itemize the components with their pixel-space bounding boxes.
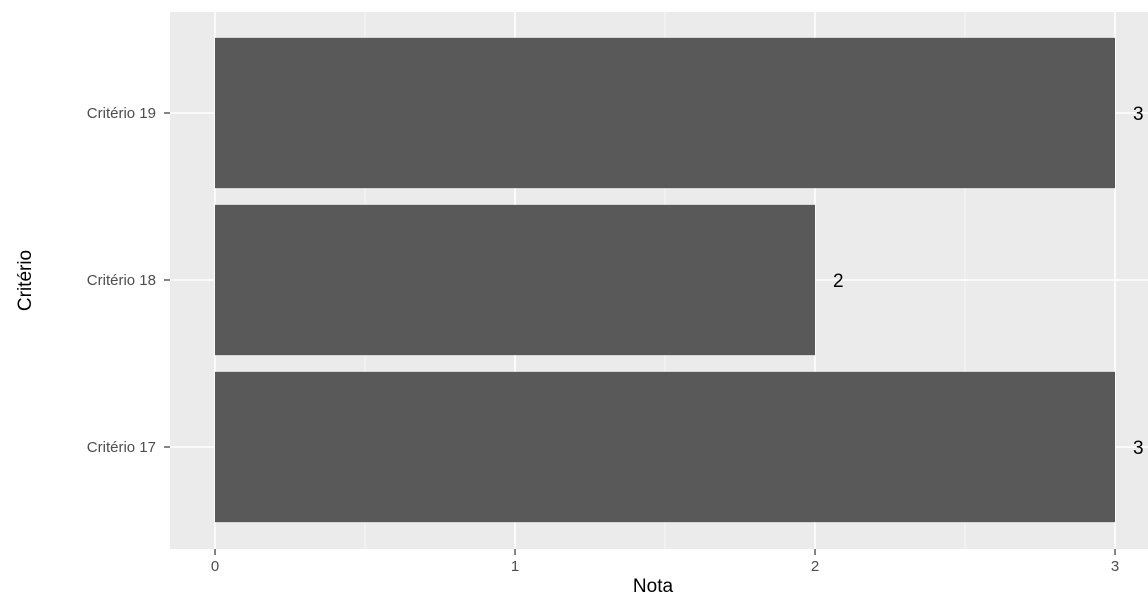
y-tick-label: Critério 18 bbox=[87, 272, 156, 289]
x-tick-label: 3 bbox=[1111, 558, 1119, 575]
data-labels: 3 2 3 bbox=[833, 104, 1144, 459]
x-tick-label: 2 bbox=[811, 558, 819, 575]
y-axis: Critério 17 Critério 18 Critério 19 bbox=[87, 105, 170, 456]
bar bbox=[215, 371, 1115, 523]
data-label: 2 bbox=[833, 271, 844, 292]
bar bbox=[215, 204, 815, 356]
bar bbox=[215, 37, 1115, 189]
data-label: 3 bbox=[1133, 104, 1144, 125]
y-axis-title: Critério bbox=[15, 250, 36, 311]
x-axis-title: Nota bbox=[633, 576, 674, 597]
data-label: 3 bbox=[1133, 438, 1144, 459]
bars bbox=[215, 37, 1115, 523]
x-axis: 0 1 2 3 bbox=[211, 549, 1119, 575]
x-tick-label: 1 bbox=[511, 558, 519, 575]
y-tick-label: Critério 17 bbox=[87, 439, 156, 456]
x-tick-label: 0 bbox=[211, 558, 219, 575]
y-tick-label: Critério 19 bbox=[87, 105, 156, 122]
